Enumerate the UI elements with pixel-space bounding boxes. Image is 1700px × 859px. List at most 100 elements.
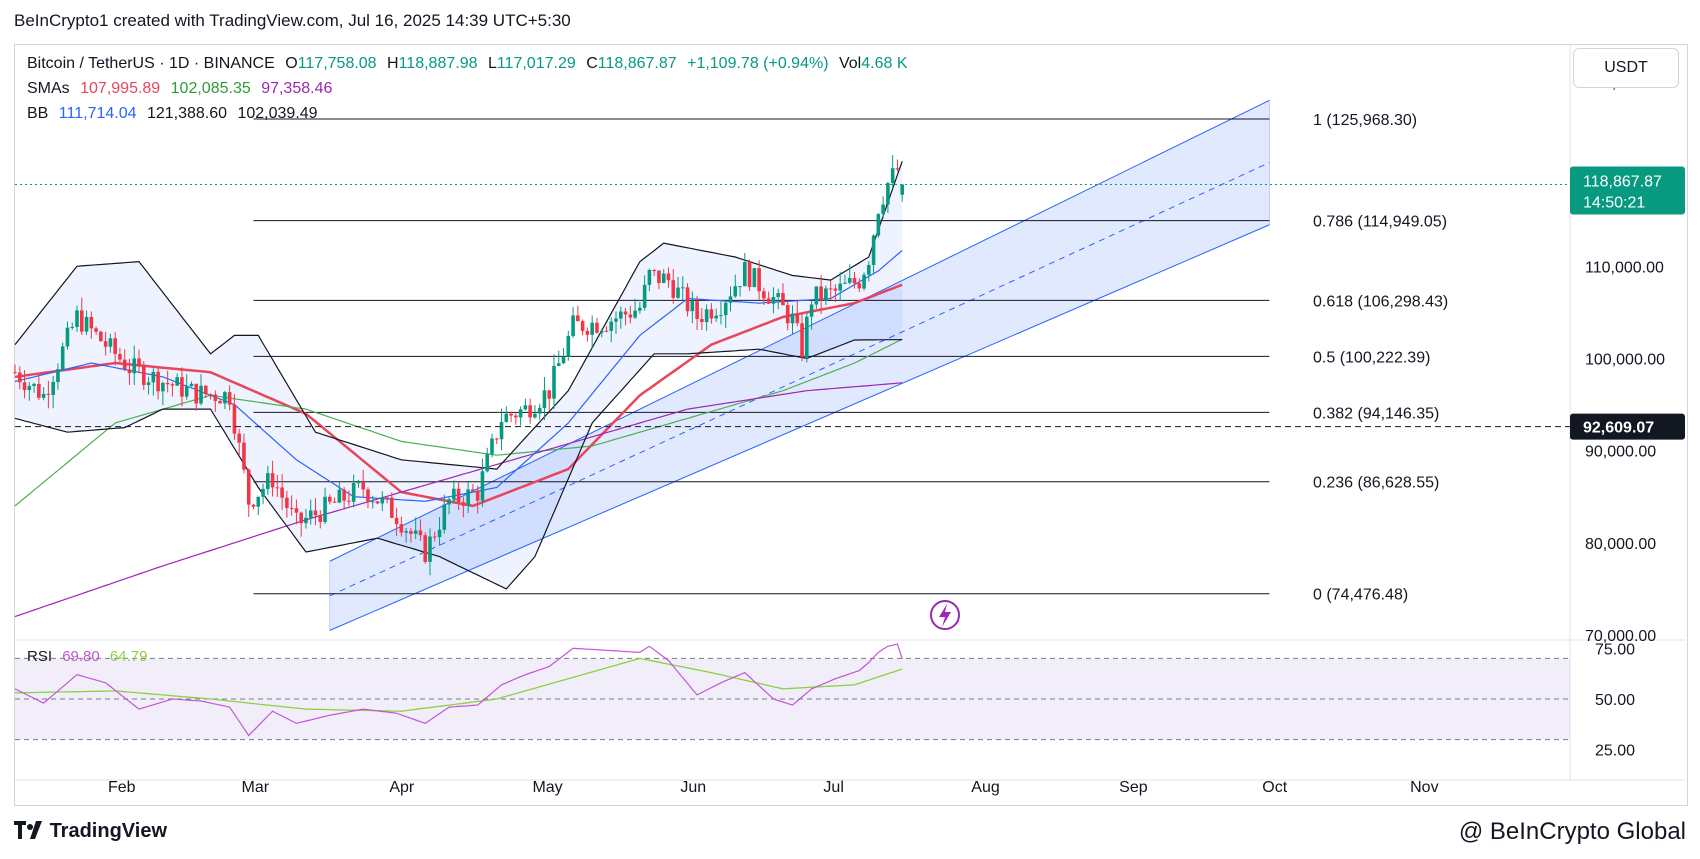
candle-body (399, 524, 404, 533)
candle-body (747, 262, 752, 288)
chart-caption: BeInCrypto1 created with TradingView.com… (14, 11, 571, 30)
fib-level-label: 1 (125,968.30) (1313, 112, 1417, 129)
watermark: @ BeInCrypto Global (1459, 818, 1686, 846)
candle-body (437, 529, 442, 538)
candle-body (571, 315, 575, 336)
time-axis-tick: Oct (1262, 779, 1287, 796)
time-axis-tick: Mar (241, 779, 269, 796)
candle-body (590, 322, 594, 335)
price-axis-tick: 70,000.00 (1585, 628, 1656, 645)
candle-body (79, 310, 84, 332)
tradingview-logo[interactable]: TradingView (14, 820, 167, 843)
candle-body (585, 330, 590, 335)
candle-body (127, 369, 132, 374)
candle-body (89, 316, 94, 329)
top-bar: BeInCrypto1 created with TradingView.com… (0, 0, 1700, 42)
candle-body (509, 413, 513, 416)
fib-level-label: 0.236 (86,628.55) (1313, 475, 1439, 492)
candle-body (690, 301, 695, 312)
candle-body (232, 404, 237, 434)
candle-body (60, 346, 65, 370)
candle-body (704, 309, 709, 323)
candle-body (194, 383, 199, 404)
candle-body (456, 488, 461, 503)
candle-body (137, 358, 141, 366)
legend-rsi-row[interactable]: RSI 69.80 64.79 (27, 648, 153, 665)
legend-sma-row[interactable]: SMAs 107,995.89 102,085.35 97,358.46 (27, 80, 338, 98)
candle-body (418, 530, 423, 536)
candle-body (423, 535, 428, 562)
candle-body (294, 508, 299, 513)
candle-body (189, 383, 194, 387)
candle-body (661, 273, 666, 283)
candle-body (781, 293, 785, 306)
time-axis-tick: Jun (680, 779, 706, 796)
time-axis-tick: Aug (971, 779, 999, 796)
candle-body (537, 407, 542, 414)
time-axis-tick: May (532, 779, 562, 796)
candle-body (75, 310, 79, 328)
candle-body (409, 531, 413, 534)
candle-body (22, 382, 27, 391)
candle-body (442, 504, 447, 530)
price-axis-tick: 100,000.00 (1585, 351, 1665, 368)
candle-body (852, 277, 857, 284)
candle-body (51, 382, 55, 395)
candle-body (404, 531, 408, 533)
candle-body (46, 393, 51, 395)
candle-body (461, 502, 466, 506)
candle-body (37, 383, 41, 398)
bb-upper-line (14, 161, 903, 470)
chart-frame[interactable] (14, 44, 1688, 806)
fib-level-label: 0.5 (100,222.39) (1313, 349, 1430, 366)
candle-body (800, 323, 804, 357)
candle-body (385, 497, 389, 499)
sma3-line (14, 382, 903, 618)
candle-body (390, 497, 394, 518)
candle-body (237, 433, 241, 443)
candle-body (32, 383, 36, 386)
candle-body (709, 309, 714, 319)
tradingview-logo-icon (14, 821, 42, 839)
legend-sma1: 107,995.89 (80, 80, 161, 97)
candle-body (542, 390, 547, 408)
candle-body (332, 501, 337, 503)
candle-body (504, 413, 509, 423)
candle-body (533, 413, 537, 418)
candle-body (556, 363, 561, 366)
candle-body (366, 489, 370, 502)
candle-body (728, 296, 733, 303)
candle-body (762, 291, 766, 299)
candle-body (452, 488, 456, 500)
candle-body (843, 282, 847, 284)
legend-bb-row[interactable]: BB 111,714.04 121,388.60 102,039.49 (27, 105, 324, 123)
candle-body (595, 322, 599, 333)
candle-body (84, 316, 89, 332)
candle-body (576, 315, 580, 322)
candle-body (485, 453, 490, 472)
candle-body (757, 268, 761, 292)
candle-body (666, 273, 671, 281)
legend-rsi2: 64.79 (109, 648, 148, 665)
currency-unit-selector[interactable]: USDT (1573, 48, 1679, 88)
candle-body (318, 515, 323, 522)
legend-symbol[interactable]: Bitcoin / TetherUS · 1D · BINANCE (27, 55, 275, 72)
candle-body (256, 496, 261, 507)
candle-body (618, 311, 623, 319)
legend-ohlc-row: Bitcoin / TetherUS · 1D · BINANCE O117,7… (27, 55, 908, 72)
legend-low: 117,017.29 (496, 55, 576, 72)
candle-body (523, 405, 528, 410)
candle-body (242, 442, 246, 470)
legend-rsi1: 69.80 (62, 648, 100, 665)
candle-body (680, 287, 685, 289)
candle-body (871, 235, 876, 266)
candle-body (671, 280, 676, 298)
price-badge (1570, 166, 1685, 215)
candle-body (175, 377, 179, 386)
candle-body (790, 313, 795, 324)
candle-body (862, 274, 866, 289)
candle-body (108, 338, 113, 347)
candle-body (547, 390, 552, 399)
candle-body (828, 288, 833, 290)
